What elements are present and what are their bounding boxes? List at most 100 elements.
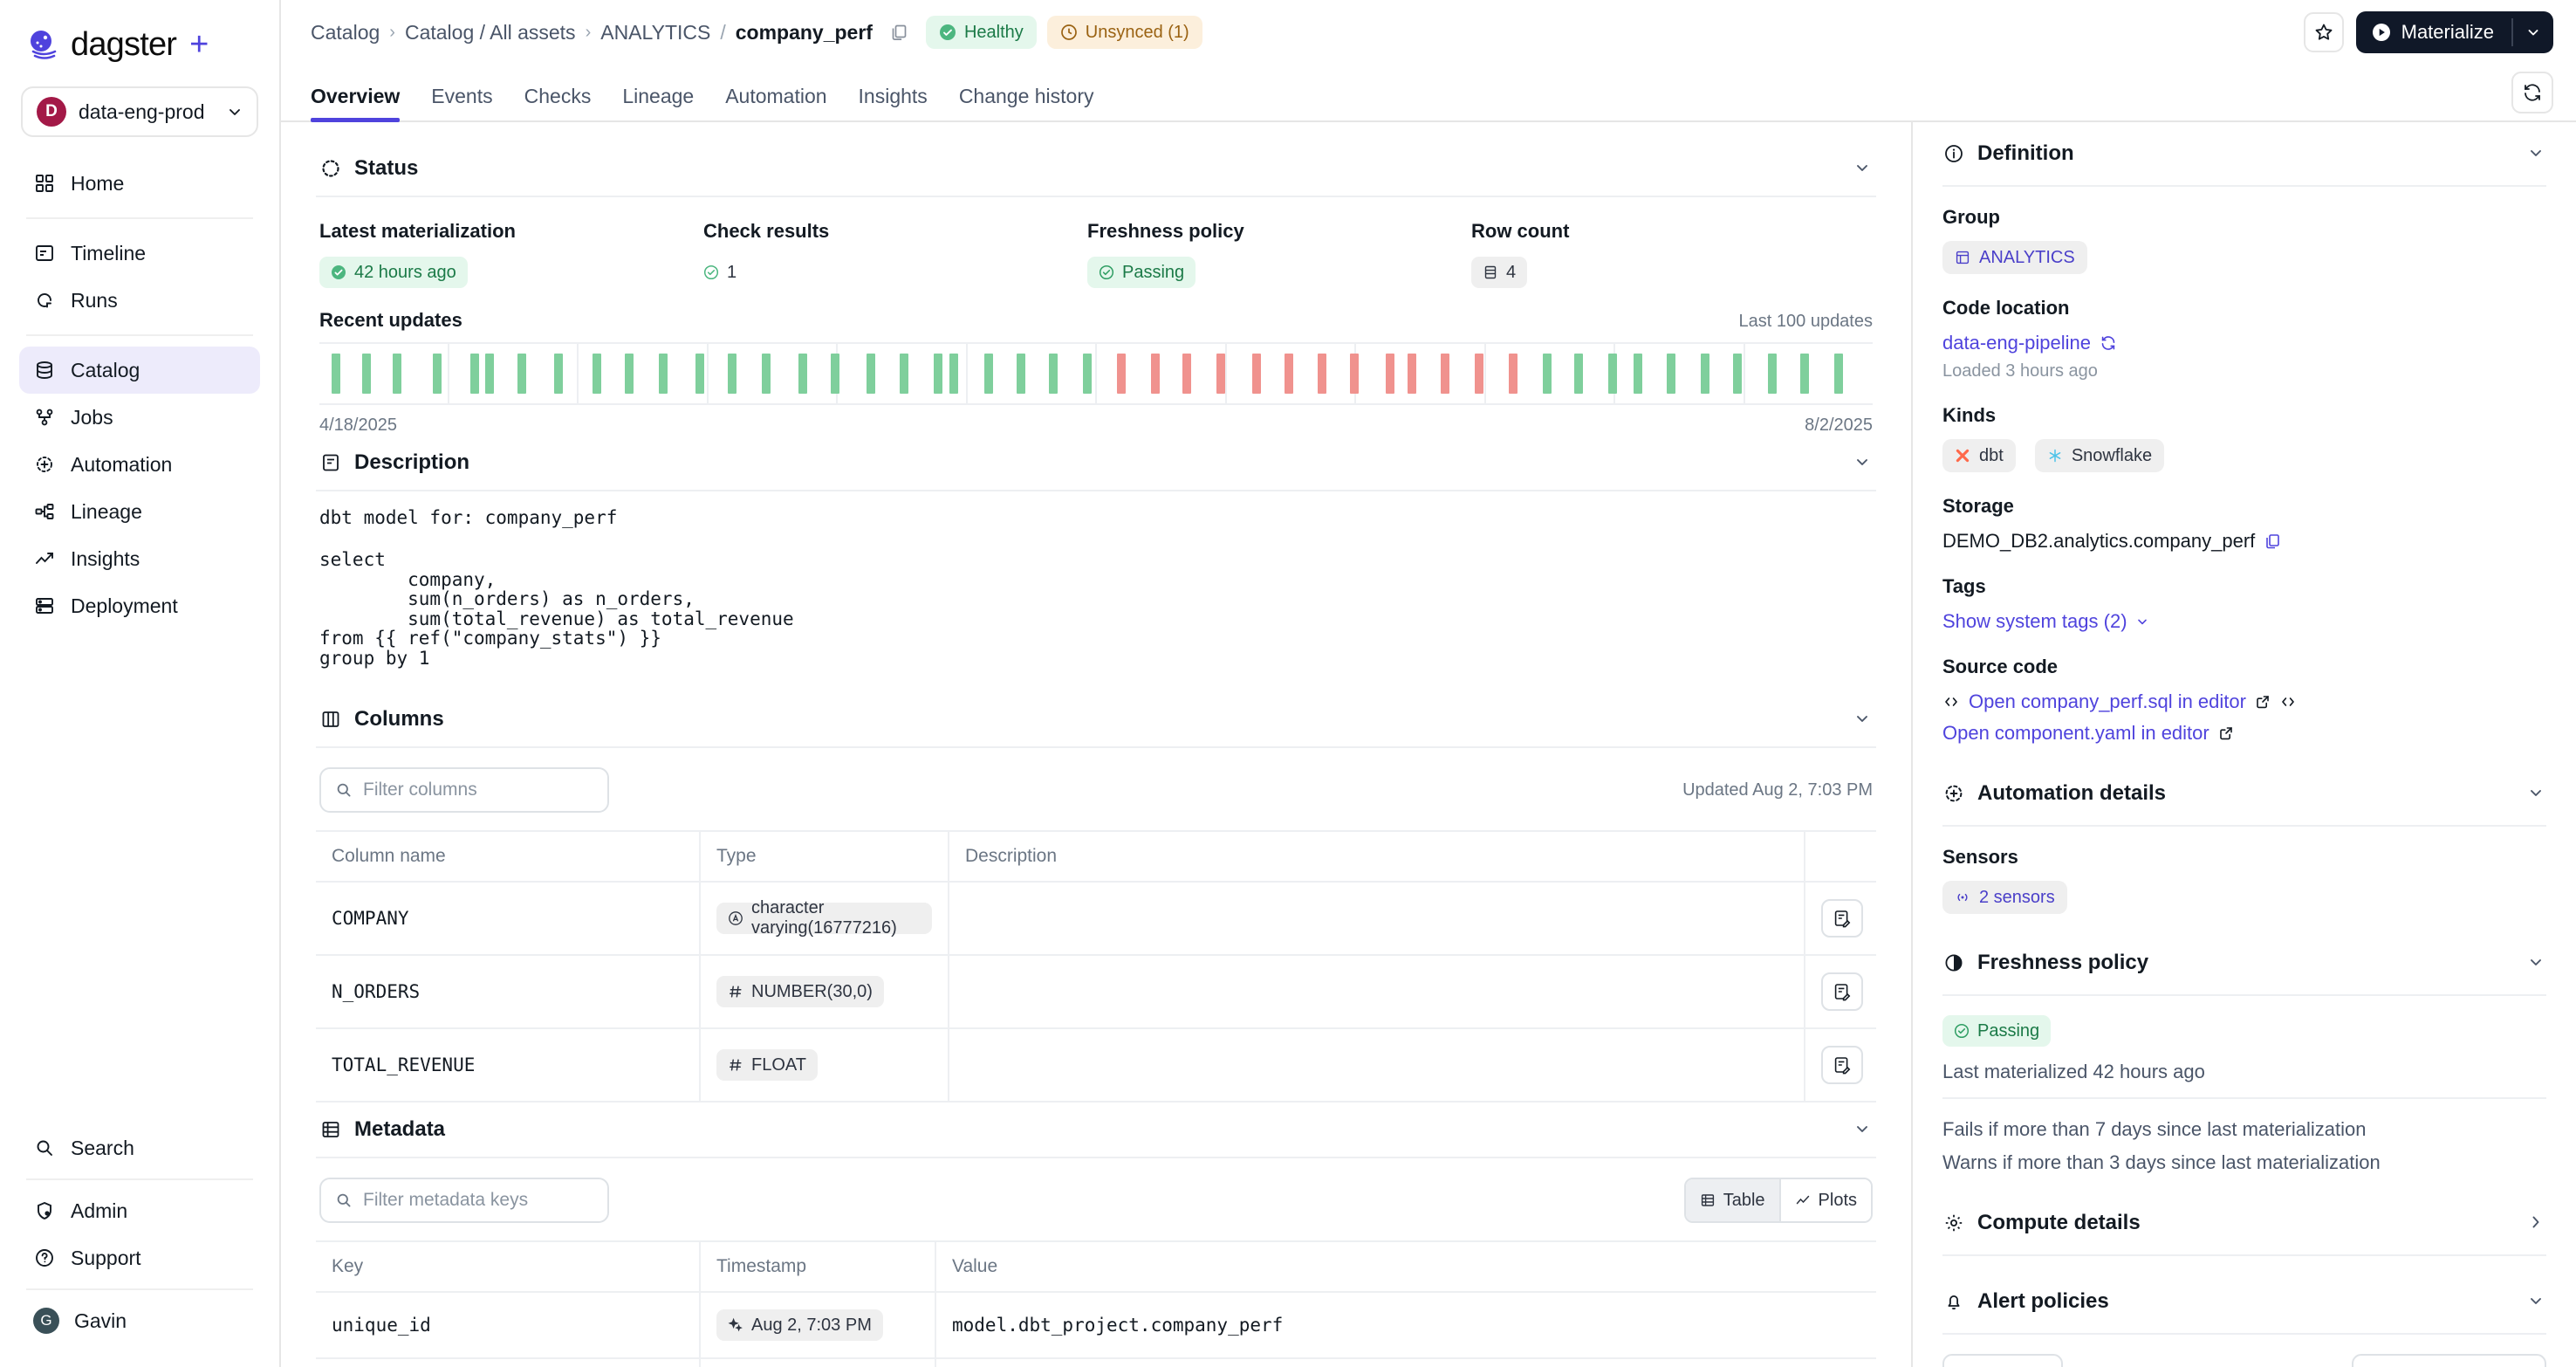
recent-update-tick[interactable] bbox=[593, 354, 602, 394]
sidebar-item-runs[interactable]: Runs bbox=[19, 277, 260, 324]
tab-events[interactable]: Events bbox=[431, 85, 493, 107]
recent-update-tick[interactable] bbox=[433, 354, 442, 394]
col-header-type[interactable]: Type bbox=[700, 830, 949, 883]
source-link-yaml[interactable]: Open component.yaml in editor bbox=[1942, 722, 2209, 744]
sidebar-item-support[interactable]: Support bbox=[19, 1234, 260, 1281]
recent-update-tick[interactable] bbox=[1700, 354, 1709, 394]
recent-updates-bucket[interactable] bbox=[1615, 344, 1745, 403]
chevron-down-icon[interactable] bbox=[2527, 953, 2546, 972]
recent-update-tick[interactable] bbox=[934, 354, 943, 394]
recent-update-tick[interactable] bbox=[1667, 354, 1676, 394]
chevron-down-icon[interactable] bbox=[1853, 159, 1873, 178]
recent-update-tick[interactable] bbox=[1318, 354, 1327, 394]
recent-update-tick[interactable] bbox=[1284, 354, 1293, 394]
external-link-icon[interactable] bbox=[2218, 725, 2234, 741]
recent-updates-bucket[interactable] bbox=[1097, 344, 1227, 403]
brand-logo-area[interactable]: dagster + bbox=[19, 0, 260, 81]
recent-updates-bucket[interactable] bbox=[449, 344, 579, 403]
code-location-link[interactable]: data-eng-pipeline bbox=[1942, 332, 2092, 354]
recent-update-tick[interactable] bbox=[1385, 354, 1394, 394]
recent-update-tick[interactable] bbox=[762, 354, 771, 394]
recent-update-tick[interactable] bbox=[984, 354, 994, 394]
table-row[interactable]: TOTAL_REVENUE FLOAT bbox=[316, 1028, 1876, 1103]
recent-updates-bucket[interactable] bbox=[319, 344, 449, 403]
recent-update-tick[interactable] bbox=[1574, 354, 1584, 394]
recent-update-tick[interactable] bbox=[1508, 354, 1518, 394]
create-alert-button[interactable]: Create bbox=[1942, 1354, 2064, 1367]
recent-update-tick[interactable] bbox=[1150, 354, 1160, 394]
recent-update-tick[interactable] bbox=[1407, 354, 1416, 394]
recent-update-tick[interactable] bbox=[1542, 354, 1552, 394]
recent-update-tick[interactable] bbox=[517, 354, 527, 394]
recent-update-tick[interactable] bbox=[332, 354, 341, 394]
status-badge-unsynced[interactable]: Unsynced (1) bbox=[1046, 16, 1202, 49]
recent-update-tick[interactable] bbox=[1350, 354, 1360, 394]
recent-update-tick[interactable] bbox=[798, 354, 808, 394]
kind-pill-snowflake[interactable]: Snowflake bbox=[2034, 439, 2165, 472]
recent-update-tick[interactable] bbox=[1633, 354, 1642, 394]
tab-automation[interactable]: Automation bbox=[725, 85, 827, 107]
chevron-down-icon[interactable] bbox=[2527, 784, 2546, 803]
recent-update-tick[interactable] bbox=[1049, 354, 1058, 394]
recent-update-tick[interactable] bbox=[1800, 354, 1810, 394]
sidebar-item-search[interactable]: Search bbox=[19, 1124, 260, 1171]
breadcrumb-catalog[interactable]: Catalog bbox=[311, 20, 380, 44]
show-system-tags-link[interactable]: Show system tags (2) bbox=[1942, 610, 2127, 632]
materialize-main[interactable]: Materialize bbox=[2356, 11, 2511, 53]
refresh-button[interactable] bbox=[2511, 72, 2553, 113]
materialize-button[interactable]: Materialize bbox=[2355, 11, 2553, 53]
chevron-right-icon[interactable] bbox=[2527, 1213, 2546, 1233]
recent-update-tick[interactable] bbox=[554, 354, 564, 394]
sidebar-item-automation[interactable]: Automation bbox=[19, 441, 260, 488]
sidebar-item-deployment[interactable]: Deployment bbox=[19, 582, 260, 629]
recent-update-tick[interactable] bbox=[362, 354, 372, 394]
tab-lineage[interactable]: Lineage bbox=[622, 85, 695, 107]
chevron-down-icon[interactable] bbox=[2527, 144, 2546, 163]
recent-update-tick[interactable] bbox=[1768, 354, 1778, 394]
recent-update-tick[interactable] bbox=[1182, 354, 1192, 394]
sidebar-item-admin[interactable]: Admin bbox=[19, 1187, 260, 1234]
recent-update-tick[interactable] bbox=[1834, 354, 1844, 394]
tab-overview[interactable]: Overview bbox=[311, 65, 415, 122]
tab-insights[interactable]: Insights bbox=[858, 85, 928, 107]
sidebar-item-lineage[interactable]: Lineage bbox=[19, 488, 260, 535]
tab-checks[interactable]: Checks bbox=[524, 85, 592, 107]
copy-icon[interactable] bbox=[889, 23, 908, 42]
columns-filter-input[interactable] bbox=[363, 780, 593, 800]
edit-column-description-button[interactable] bbox=[1821, 899, 1863, 938]
sidebar-item-home[interactable]: Home bbox=[19, 160, 260, 207]
breadcrumb-all-assets[interactable]: Catalog / All assets bbox=[404, 20, 576, 44]
meta-header-value[interactable]: Value bbox=[935, 1240, 1876, 1293]
recent-update-tick[interactable] bbox=[1116, 354, 1126, 394]
recent-update-tick[interactable] bbox=[695, 354, 705, 394]
table-row[interactable]: N_ORDERS NUMBER(30,0) bbox=[316, 955, 1876, 1029]
sidebar-item-catalog[interactable]: Catalog bbox=[19, 347, 260, 394]
recent-update-tick[interactable] bbox=[1441, 354, 1450, 394]
sidebar-item-jobs[interactable]: Jobs bbox=[19, 394, 260, 441]
chevron-down-icon[interactable] bbox=[2527, 1292, 2546, 1311]
table-row[interactable]: unique_id Aug 2, 7:03 PM model.dbt_project… bbox=[316, 1292, 1876, 1359]
recent-update-tick[interactable] bbox=[625, 354, 634, 394]
recent-update-tick[interactable] bbox=[1082, 354, 1092, 394]
recent-updates-bucket[interactable] bbox=[1356, 344, 1486, 403]
tab-change-history[interactable]: Change history bbox=[958, 85, 1094, 107]
recent-updates-bucket[interactable] bbox=[579, 344, 709, 403]
recent-update-tick[interactable] bbox=[485, 354, 495, 394]
favorite-star-button[interactable] bbox=[2303, 12, 2344, 52]
recent-update-tick[interactable] bbox=[728, 354, 737, 394]
reload-icon[interactable] bbox=[2100, 334, 2117, 352]
breadcrumb-group[interactable]: ANALYTICS bbox=[600, 20, 711, 44]
view-all-policies-button[interactable]: View all policies bbox=[2352, 1354, 2546, 1367]
group-pill[interactable]: ANALYTICS bbox=[1942, 241, 2087, 274]
col-header-description[interactable]: Description bbox=[949, 830, 1805, 883]
meta-header-timestamp[interactable]: Timestamp bbox=[700, 1240, 936, 1293]
recent-updates-bucket[interactable] bbox=[1227, 344, 1360, 403]
compute-header[interactable]: Compute details bbox=[1942, 1192, 2546, 1254]
recent-update-tick[interactable] bbox=[393, 354, 402, 394]
recent-updates-bucket[interactable] bbox=[1486, 344, 1618, 403]
edit-column-description-button[interactable] bbox=[1821, 972, 1863, 1011]
recent-updates-bucket[interactable] bbox=[1745, 344, 1874, 403]
recent-update-tick[interactable] bbox=[1017, 354, 1026, 394]
recent-update-tick[interactable] bbox=[1251, 354, 1261, 394]
sidebar-item-timeline[interactable]: Timeline bbox=[19, 230, 260, 277]
